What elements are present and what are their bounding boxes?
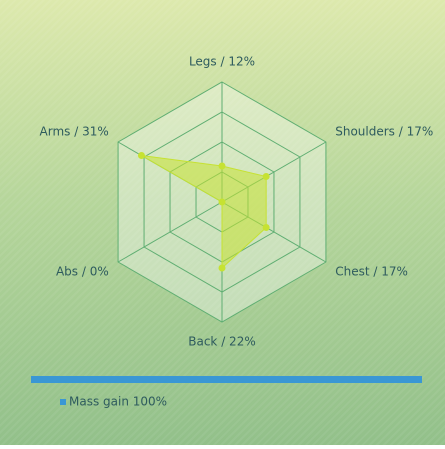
category-label: Legs / 12% (189, 55, 255, 69)
category-label: Chest / 17% (335, 265, 408, 279)
series-point (218, 162, 226, 170)
series-point (218, 198, 226, 206)
spoke (117, 201, 223, 263)
category-label: Arms / 31% (40, 125, 109, 139)
series-point (218, 264, 226, 272)
series-point (137, 152, 145, 159)
category-label: Shoulders / 17% (335, 125, 433, 139)
series-point (262, 173, 270, 180)
category-label: Abs / 0% (56, 265, 109, 279)
category-label: Back / 22% (188, 335, 255, 349)
series-point (262, 224, 270, 231)
legend-label: Mass gain 100% (69, 395, 167, 409)
legend-bar (31, 376, 422, 383)
legend-marker (60, 399, 66, 405)
